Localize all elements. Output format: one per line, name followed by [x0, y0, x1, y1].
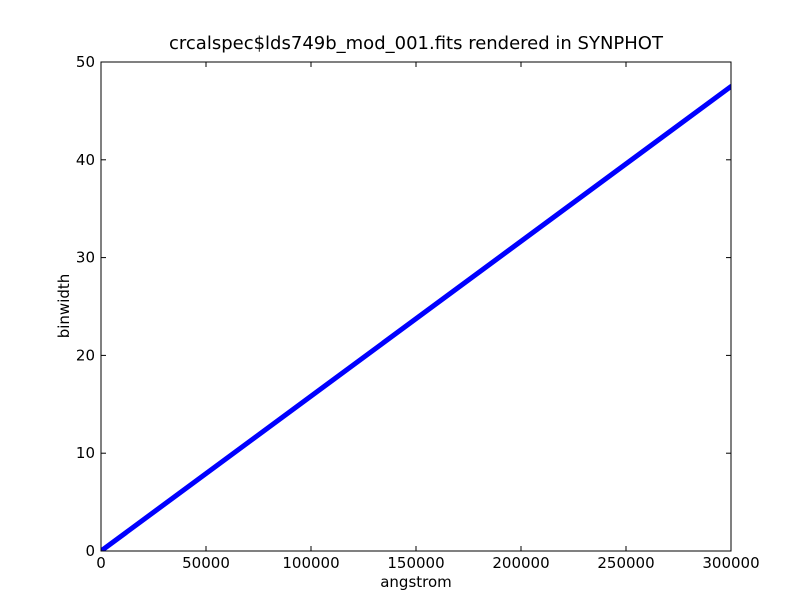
plot-area	[101, 83, 731, 551]
y-tick-label: 50	[76, 53, 95, 71]
x-axis-label: angstrom	[380, 573, 452, 591]
axes: 0 50000 100000 150000 200000 250000 300000 0 10 2…	[76, 53, 760, 572]
x-tick-label: 200000	[492, 554, 549, 572]
x-tick-label: 250000	[597, 554, 654, 572]
series-line-0	[101, 83, 731, 551]
x-tick-label: 0	[96, 554, 106, 572]
chart-title: crcalspec$lds749b_mod_001.fits rendered …	[169, 33, 664, 54]
y-tick-label: 40	[76, 151, 95, 169]
y-axis-label: binwidth	[55, 274, 73, 339]
axes-frame	[100, 61, 732, 552]
x-tick-label: 100000	[282, 554, 339, 572]
y-tick-label: 0	[85, 542, 95, 560]
x-tick-label: 50000	[182, 554, 230, 572]
x-tick-label: 150000	[387, 554, 444, 572]
y-tick-label: 30	[76, 249, 95, 267]
x-tick-label: 300000	[702, 554, 759, 572]
y-tick-label: 20	[76, 346, 95, 364]
y-tick-label: 10	[76, 444, 95, 462]
